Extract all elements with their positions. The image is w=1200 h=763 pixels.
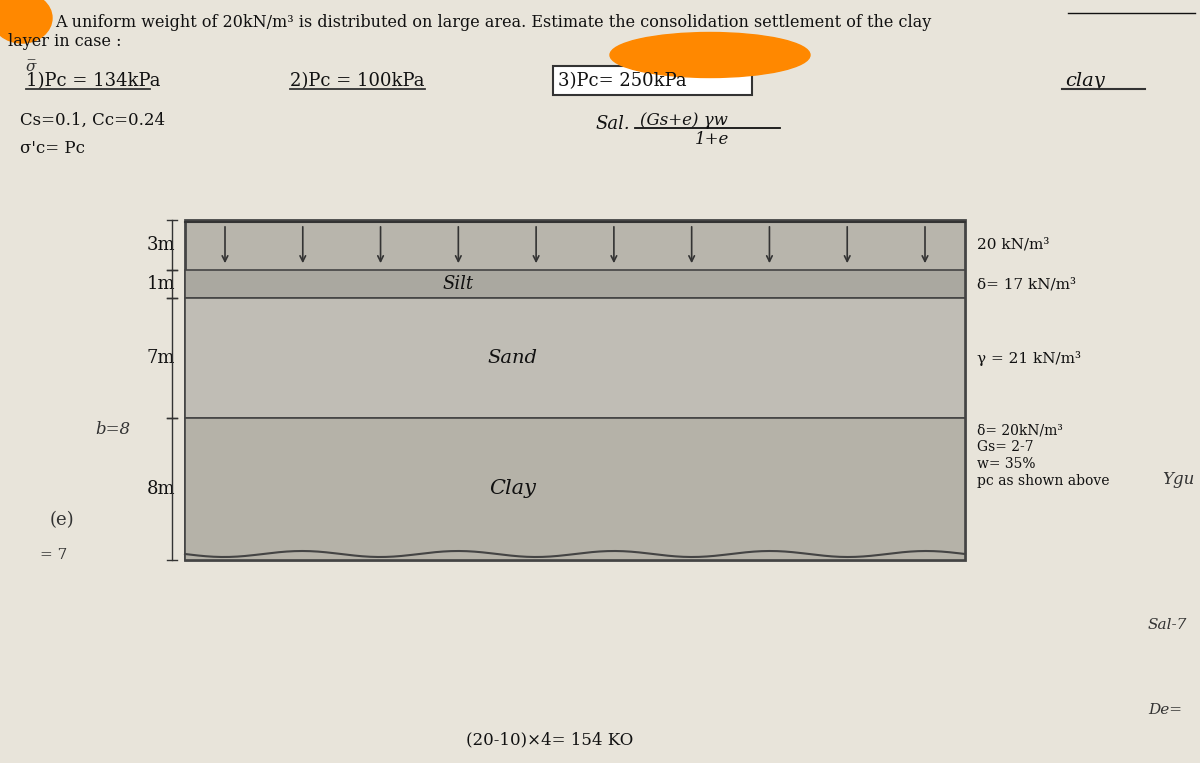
Text: 2)Pc = 100kPa: 2)Pc = 100kPa [290, 72, 425, 90]
Text: (20-10)×4= 154 KO: (20-10)×4= 154 KO [467, 732, 634, 749]
Text: δ= 17 kN/m³: δ= 17 kN/m³ [977, 277, 1076, 291]
Text: γ = 21 kN/m³: γ = 21 kN/m³ [977, 350, 1081, 365]
Text: (Gs+e) γw: (Gs+e) γw [640, 112, 728, 129]
Text: δ= 20kN/m³: δ= 20kN/m³ [977, 423, 1063, 437]
Text: Ygu: Ygu [1162, 472, 1194, 488]
Text: pc as shown above: pc as shown above [977, 474, 1110, 488]
Text: Clay: Clay [490, 479, 536, 498]
Ellipse shape [0, 0, 52, 43]
Text: 8m: 8m [146, 480, 175, 498]
Text: Cs=0.1, Cc=0.24: Cs=0.1, Cc=0.24 [20, 112, 166, 129]
Bar [185, 220, 965, 560]
Text: Sal.: Sal. [595, 115, 630, 133]
Text: 7m: 7m [146, 349, 175, 367]
Text: 3)Pc= 250kPa: 3)Pc= 250kPa [558, 72, 686, 90]
Text: Sal-7: Sal-7 [1148, 618, 1187, 632]
Text: layer in case :: layer in case : [8, 33, 121, 50]
Text: Sand: Sand [487, 349, 538, 367]
Text: A uniform weight of 20kN/m³ is distributed on large area. Estimate the consolida: A uniform weight of 20kN/m³ is distribut… [55, 14, 931, 31]
Bar [185, 270, 965, 298]
Text: Silt: Silt [443, 275, 474, 293]
Text: 1+e: 1+e [695, 131, 730, 148]
Text: = 7: = 7 [40, 548, 67, 562]
Text: De=: De= [1148, 703, 1182, 717]
FancyBboxPatch shape [553, 66, 752, 95]
Text: 1)Pc = 134kPa: 1)Pc = 134kPa [26, 72, 161, 90]
Text: (e): (e) [50, 511, 74, 529]
Ellipse shape [610, 33, 810, 78]
Text: b=8: b=8 [95, 421, 130, 439]
Bar [185, 418, 965, 560]
Text: 1m: 1m [146, 275, 175, 293]
Text: σ̅: σ̅ [26, 60, 36, 74]
Text: σ'c= Pc: σ'c= Pc [20, 140, 85, 157]
Text: 20 kN/m³: 20 kN/m³ [977, 238, 1049, 252]
Text: w= 35%: w= 35% [977, 457, 1036, 471]
Bar [185, 298, 965, 418]
Text: 3m: 3m [146, 236, 175, 254]
Text: Gs= 2-7: Gs= 2-7 [977, 440, 1033, 454]
Text: clay: clay [1066, 72, 1105, 90]
